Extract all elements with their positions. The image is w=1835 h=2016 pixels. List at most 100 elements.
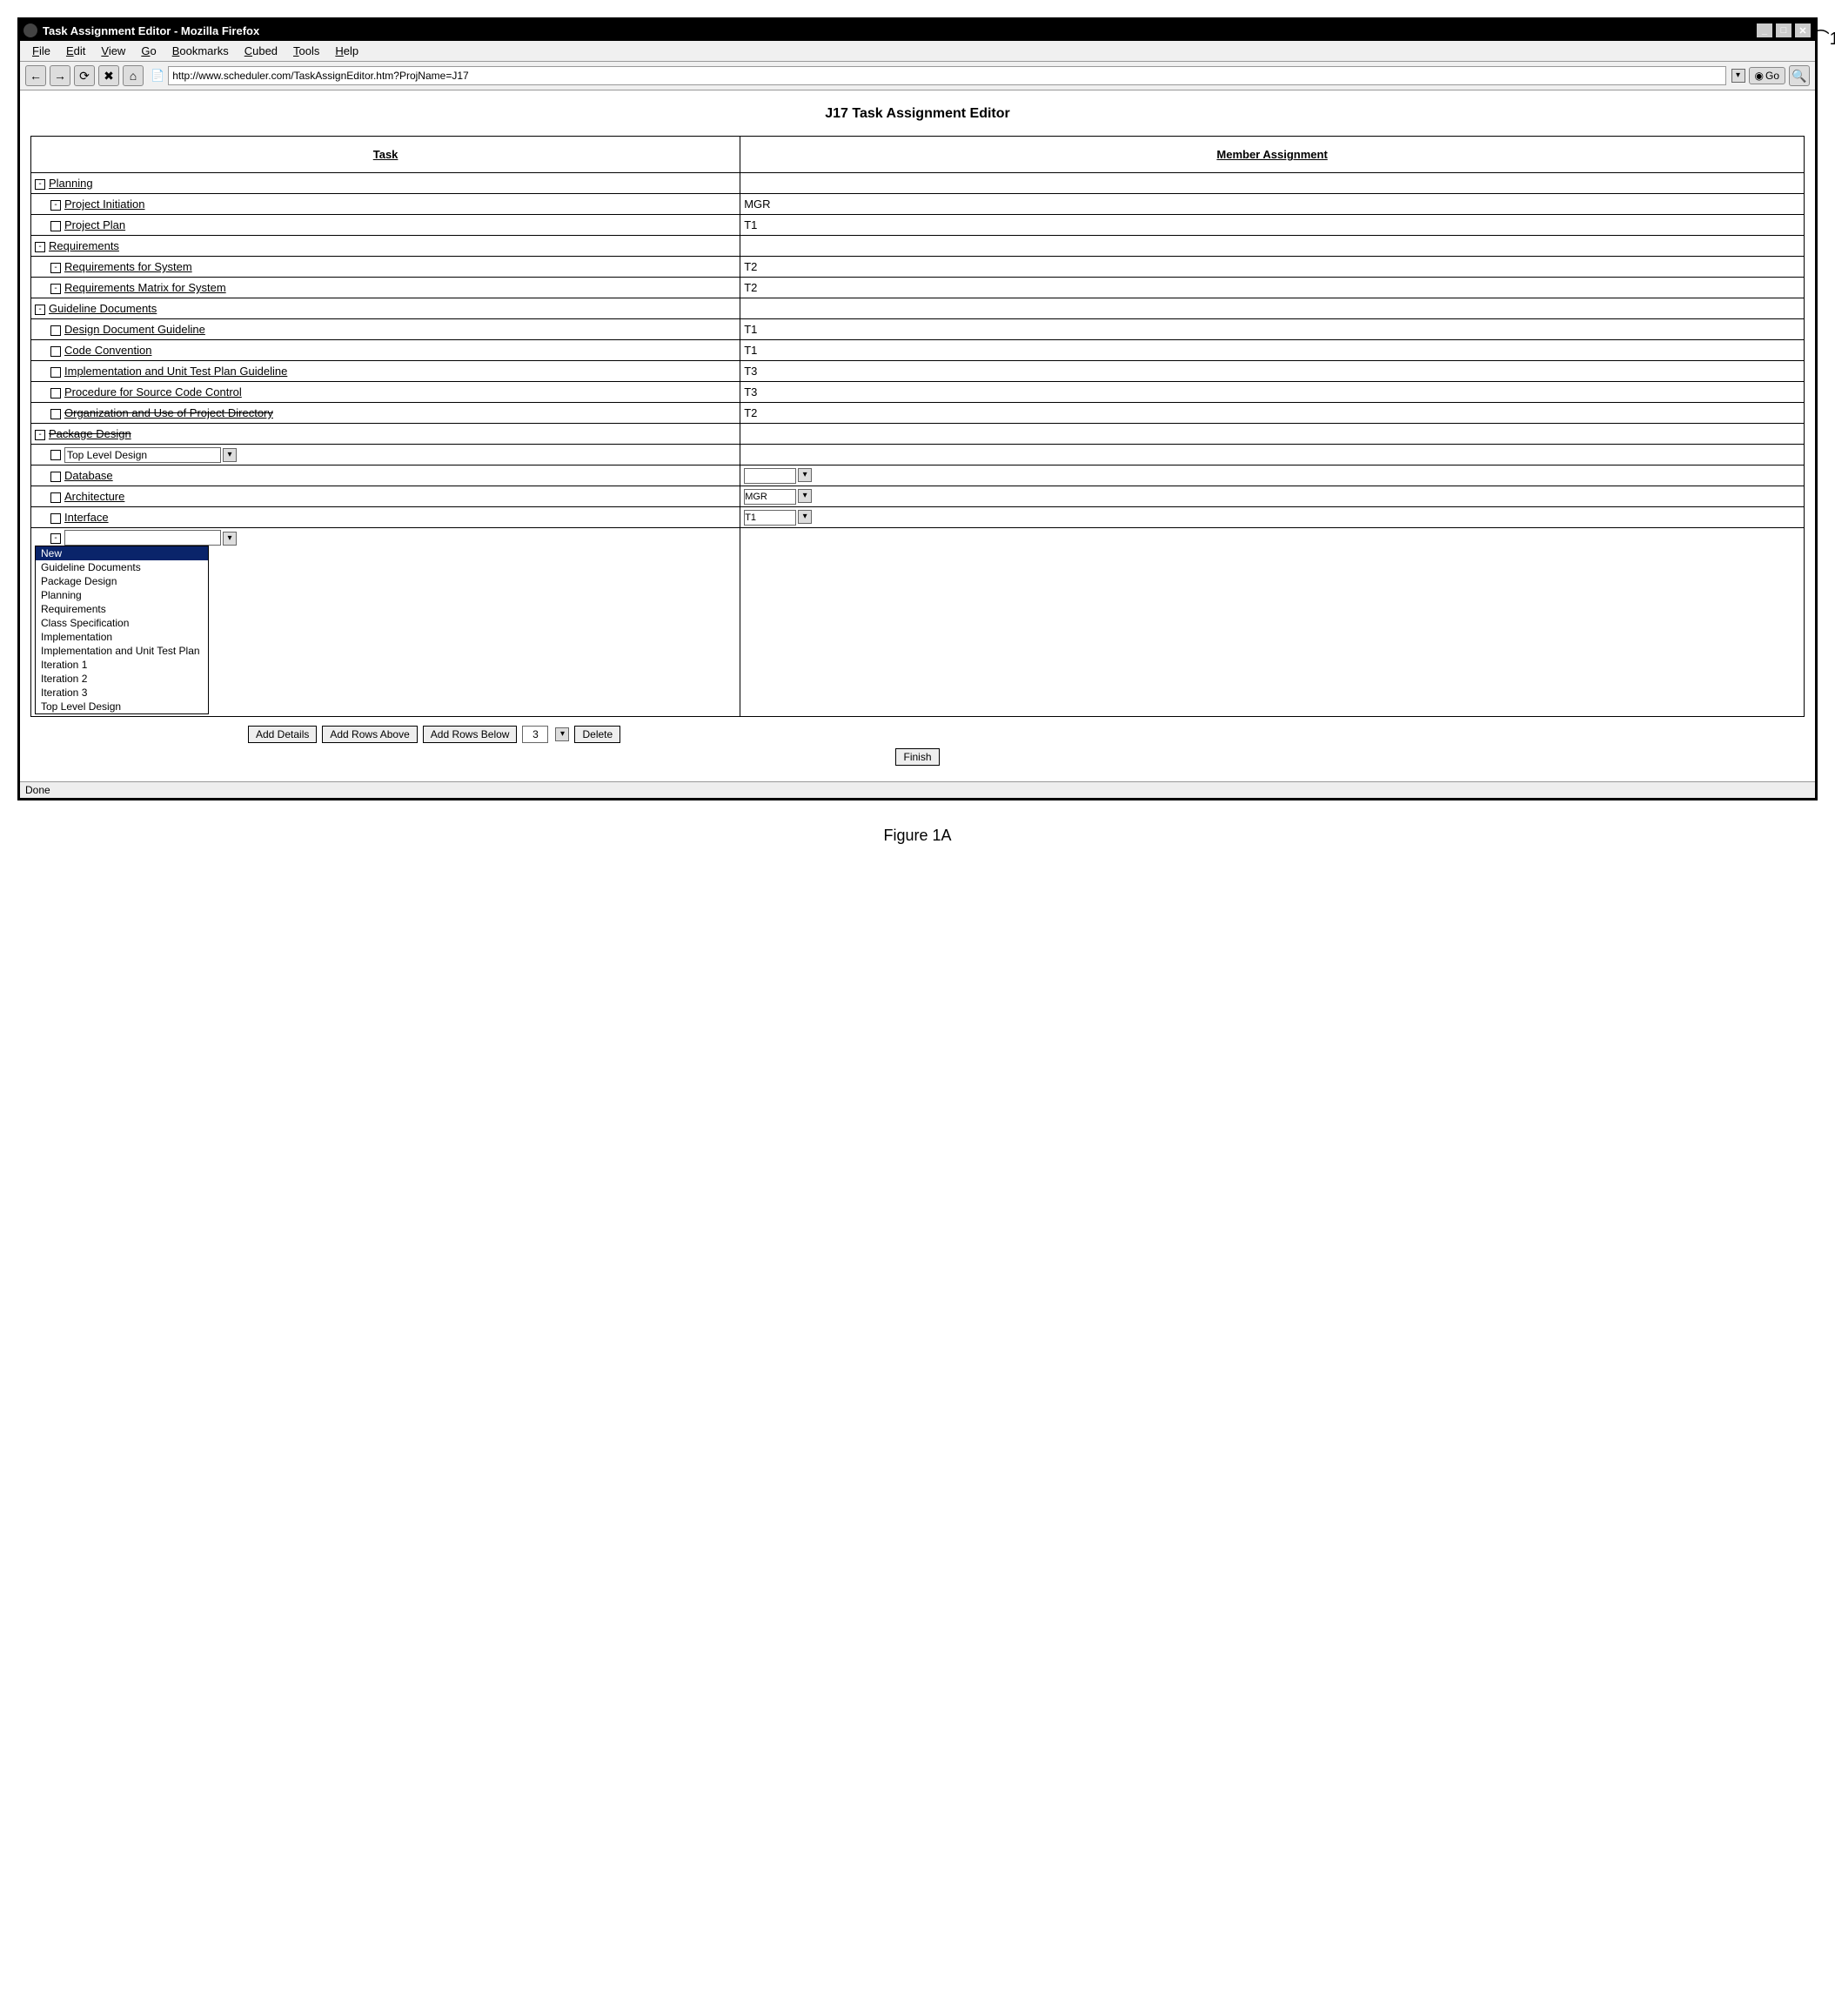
- task-link[interactable]: Project Plan: [64, 218, 125, 231]
- assign-dropdown-icon[interactable]: ▾: [798, 468, 812, 482]
- task-link[interactable]: Project Initiation: [64, 198, 145, 211]
- row-count-stepper[interactable]: ▾: [555, 727, 569, 741]
- table-row: - ▾ NewGuideline DocumentsPackage DesignPl…: [31, 528, 1805, 717]
- task-table: Task Member Assignment -Planning-Project…: [30, 136, 1805, 717]
- page-content: J17 Task Assignment Editor Task Member A…: [20, 90, 1815, 781]
- task-link[interactable]: Database: [64, 469, 113, 482]
- table-row: -Package Design: [31, 424, 1805, 445]
- assign-cell: T3: [740, 382, 1805, 403]
- add-rows-below-button[interactable]: Add Rows Below: [423, 726, 518, 743]
- task-link[interactable]: Procedure for Source Code Control: [64, 385, 242, 399]
- search-icon[interactable]: 🔍: [1789, 65, 1810, 86]
- expand-icon[interactable]: [50, 472, 61, 482]
- expand-icon[interactable]: -: [35, 179, 45, 190]
- task-link[interactable]: Requirements Matrix for System: [64, 281, 226, 294]
- task-link[interactable]: Implementation and Unit Test Plan Guidel…: [64, 365, 287, 378]
- expand-icon[interactable]: [50, 492, 61, 503]
- task-link[interactable]: Requirements for System: [64, 260, 192, 273]
- task-link[interactable]: Guideline Documents: [49, 302, 157, 315]
- back-button[interactable]: ←: [25, 65, 46, 86]
- task-cell: Database: [31, 465, 740, 486]
- task-link[interactable]: Requirements: [49, 239, 119, 252]
- task-input[interactable]: [64, 530, 221, 546]
- expand-icon[interactable]: [50, 346, 61, 357]
- table-row: Architecture ▾: [31, 486, 1805, 507]
- expand-icon[interactable]: [50, 367, 61, 378]
- dropdown-item[interactable]: Planning: [36, 588, 208, 602]
- task-input[interactable]: [64, 447, 221, 463]
- assign-text: T3: [744, 385, 757, 399]
- assign-dropdown-icon[interactable]: ▾: [798, 510, 812, 524]
- ref-label: ⌒102: [1812, 24, 1835, 50]
- task-link[interactable]: Architecture: [64, 490, 124, 503]
- dropdown-item[interactable]: Implementation: [36, 630, 208, 644]
- expand-icon[interactable]: [50, 409, 61, 419]
- task-link[interactable]: Package Design: [49, 427, 131, 440]
- dropdown-item[interactable]: Top Level Design: [36, 700, 208, 713]
- task-link[interactable]: Code Convention: [64, 344, 151, 357]
- add-rows-above-button[interactable]: Add Rows Above: [322, 726, 417, 743]
- finish-button[interactable]: Finish: [895, 748, 939, 766]
- expand-icon[interactable]: [50, 513, 61, 524]
- expand-icon[interactable]: -: [50, 533, 61, 544]
- menu-view[interactable]: View: [94, 43, 132, 59]
- menubar: File Edit View Go Bookmarks Cubed Tools …: [20, 41, 1815, 62]
- dropdown-item[interactable]: Iteration 1: [36, 658, 208, 672]
- dropdown-item[interactable]: Guideline Documents: [36, 560, 208, 574]
- expand-icon[interactable]: [50, 450, 61, 460]
- assign-text: T1: [744, 218, 757, 231]
- menu-file[interactable]: File: [25, 43, 57, 59]
- task-link[interactable]: Organization and Use of Project Director…: [64, 406, 273, 419]
- expand-icon[interactable]: -: [35, 305, 45, 315]
- task-dropdown-icon[interactable]: ▾: [223, 448, 237, 462]
- home-button[interactable]: ⌂: [123, 65, 144, 86]
- menu-go[interactable]: Go: [134, 43, 163, 59]
- assign-input[interactable]: [744, 510, 796, 526]
- close-button[interactable]: ✕: [1794, 23, 1812, 38]
- dropdown-item[interactable]: Requirements: [36, 602, 208, 616]
- menu-edit[interactable]: Edit: [59, 43, 92, 59]
- task-cell: Project Plan: [31, 215, 740, 236]
- dropdown-item[interactable]: Iteration 3: [36, 686, 208, 700]
- add-details-button[interactable]: Add Details: [248, 726, 317, 743]
- assign-input[interactable]: [744, 489, 796, 505]
- assign-input[interactable]: [744, 468, 796, 484]
- expand-icon[interactable]: [50, 325, 61, 336]
- task-dropdown-icon[interactable]: ▾: [223, 532, 237, 546]
- menu-bookmarks[interactable]: Bookmarks: [165, 43, 236, 59]
- expand-icon[interactable]: -: [50, 263, 61, 273]
- assign-cell: ▾: [740, 465, 1805, 486]
- assign-text: T2: [744, 281, 757, 294]
- reload-button[interactable]: ⟳: [74, 65, 95, 86]
- expand-icon[interactable]: -: [35, 430, 45, 440]
- minimize-button[interactable]: _: [1756, 23, 1773, 38]
- dropdown-item[interactable]: New: [36, 546, 208, 560]
- dropdown-item[interactable]: Package Design: [36, 574, 208, 588]
- url-dropdown-icon[interactable]: ▾: [1731, 69, 1745, 83]
- assign-dropdown-icon[interactable]: ▾: [798, 489, 812, 503]
- delete-button[interactable]: Delete: [574, 726, 620, 743]
- assign-cell: ▾: [740, 486, 1805, 507]
- url-input[interactable]: [168, 66, 1725, 85]
- go-button[interactable]: ◉ Go: [1749, 67, 1786, 84]
- row-count-input[interactable]: [522, 726, 548, 743]
- task-link[interactable]: Design Document Guideline: [64, 323, 205, 336]
- dropdown-item[interactable]: Implementation and Unit Test Plan: [36, 644, 208, 658]
- expand-icon[interactable]: [50, 221, 61, 231]
- maximize-button[interactable]: □: [1775, 23, 1792, 38]
- expand-icon[interactable]: -: [50, 200, 61, 211]
- task-link[interactable]: Interface: [64, 511, 109, 524]
- stop-button[interactable]: ✖: [98, 65, 119, 86]
- expand-icon[interactable]: [50, 388, 61, 399]
- menu-help[interactable]: Help: [328, 43, 365, 59]
- task-cell: Implementation and Unit Test Plan Guidel…: [31, 361, 740, 382]
- dropdown-item[interactable]: Class Specification: [36, 616, 208, 630]
- expand-icon[interactable]: -: [35, 242, 45, 252]
- menu-cubed[interactable]: Cubed: [238, 43, 285, 59]
- task-link[interactable]: Planning: [49, 177, 93, 190]
- forward-button[interactable]: →: [50, 65, 70, 86]
- menu-tools[interactable]: Tools: [286, 43, 326, 59]
- expand-icon[interactable]: -: [50, 284, 61, 294]
- table-row: Organization and Use of Project Director…: [31, 403, 1805, 424]
- dropdown-item[interactable]: Iteration 2: [36, 672, 208, 686]
